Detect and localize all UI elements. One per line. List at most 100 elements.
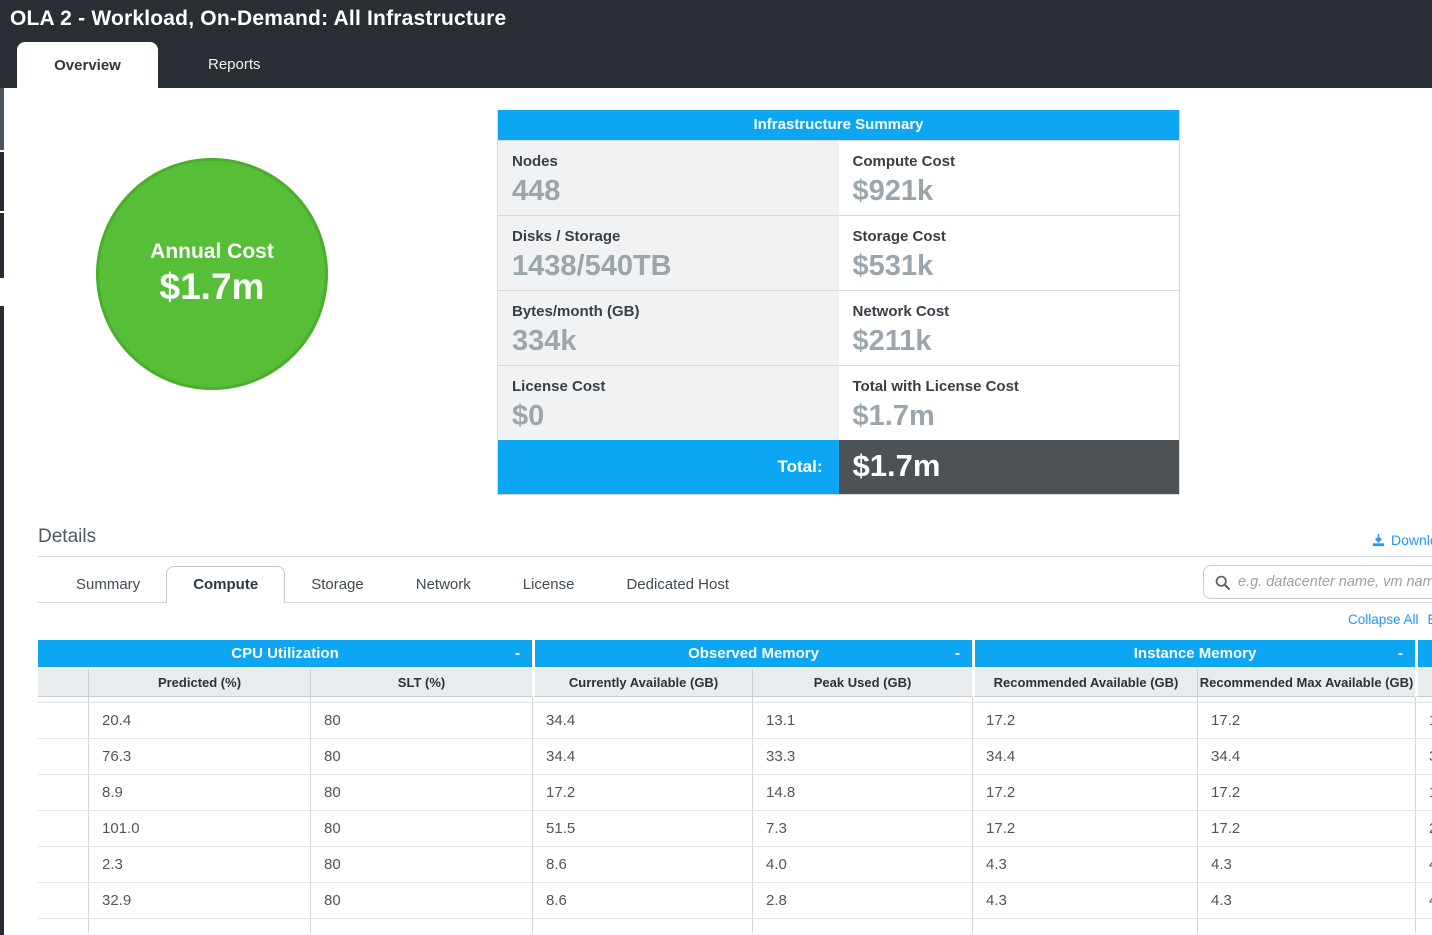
tab-reports[interactable]: Reports — [208, 56, 261, 73]
summary-label: Nodes — [512, 153, 558, 170]
cell-recommended-available: 17.2 — [972, 811, 1198, 847]
table-row: 76.3 80 34.4 33.3 34.4 34.4 3 — [38, 739, 1432, 775]
summary-row: License Cost $0 Total with License Cost … — [498, 365, 1179, 440]
summary-label: License Cost — [512, 378, 606, 395]
summary-value: $921k — [852, 175, 934, 207]
page-title: OLA 2 - Workload, On-Demand: All Infrast… — [10, 7, 507, 30]
summary-value: 1438/540TB — [512, 250, 672, 282]
cell-clipped: 1 — [1415, 775, 1432, 811]
cell-recommended-max: 34.4 — [1197, 739, 1416, 775]
cell-recommended-max: 17.2 — [1197, 775, 1416, 811]
collapse-group-button[interactable]: - — [1398, 645, 1404, 662]
row-index-cell — [38, 847, 88, 883]
summary-row: Nodes 448 Compute Cost $921k — [498, 140, 1179, 215]
cell-recommended-available: 4.3 — [972, 847, 1198, 883]
cell-peak-used: 7.3 — [752, 811, 973, 847]
collapse-all-link[interactable]: Collapse All — [1348, 612, 1419, 627]
main-tab-bar: Overview Reports — [0, 42, 1432, 88]
cell-recommended-max: 17.2 — [1197, 703, 1416, 739]
group-label: Observed Memory — [688, 645, 819, 662]
cell-clipped: 3 — [1415, 739, 1432, 775]
cell-currently-available: 34.4 — [532, 703, 753, 739]
group-label: CPU Utilization — [231, 645, 339, 662]
summary-row: Bytes/month (GB) 334k Network Cost $211k — [498, 290, 1179, 365]
summary-value: 448 — [512, 175, 561, 207]
summary-total-row: Total: $1.7m — [498, 440, 1179, 494]
summary-cell-bytes-month: Bytes/month (GB) 334k — [498, 291, 839, 365]
download-link[interactable]: Download — [1371, 530, 1432, 550]
table-row: 2.3 80 8.6 4.0 4.3 4.3 4 — [38, 847, 1432, 883]
cell-currently-available: 17.2 — [532, 775, 753, 811]
tab-network[interactable]: Network — [415, 576, 471, 593]
summary-value: 334k — [512, 325, 577, 357]
col-recommended-available: Recommended Available (GB) — [972, 669, 1198, 697]
cell-predicted: 101.0 — [88, 811, 310, 847]
infrastructure-summary-panel: Infrastructure Summary Nodes 448 Compute… — [497, 110, 1180, 495]
left-edge-strip — [0, 88, 4, 150]
cell-recommended-max: 17.2 — [1197, 811, 1416, 847]
summary-label: Storage Cost — [852, 228, 946, 245]
details-title: Details — [38, 526, 97, 547]
cell-peak-used: 2.8 — [752, 883, 973, 919]
search-input[interactable] — [1238, 574, 1432, 590]
cell-slt: 80 — [310, 847, 533, 883]
row-index-cell — [38, 703, 88, 739]
left-edge-strip — [0, 306, 4, 935]
divider — [38, 556, 1432, 557]
cell-predicted: 2.3 — [88, 847, 310, 883]
left-edge-strip — [0, 152, 4, 211]
summary-cell-disks-storage: Disks / Storage 1438/540TB — [498, 216, 839, 290]
cell-currently-available: 34.4 — [532, 739, 753, 775]
tab-compute[interactable]: Compute — [166, 566, 286, 603]
summary-cell-network-cost: Network Cost $211k — [839, 291, 1180, 365]
cell-peak-used: 13.1 — [752, 703, 973, 739]
tab-summary[interactable]: Summary — [76, 576, 141, 593]
summary-value: $0 — [512, 400, 545, 432]
cell-recommended-available: 17.2 — [972, 703, 1198, 739]
summary-value: $1.7m — [852, 400, 935, 432]
summary-cell-license-cost: License Cost $0 — [498, 366, 839, 440]
summary-cell-compute-cost: Compute Cost $921k — [839, 141, 1180, 215]
column-header-row: Predicted (%) SLT (%) Currently Availabl… — [38, 669, 1432, 697]
table-row-partial — [38, 919, 1432, 933]
col-currently-available: Currently Available (GB) — [532, 669, 753, 697]
infrastructure-summary-title: Infrastructure Summary — [498, 110, 1179, 140]
download-icon — [1372, 533, 1385, 546]
tab-storage[interactable]: Storage — [311, 576, 364, 593]
cell-clipped: 4 — [1415, 883, 1432, 919]
summary-label: Total with License Cost — [852, 378, 1019, 395]
compute-details-table: CPU Utilization - Observed Memory - Inst… — [38, 640, 1432, 935]
col-peak-used: Peak Used (GB) — [752, 669, 973, 697]
cell-currently-available: 51.5 — [532, 811, 753, 847]
row-index-cell — [38, 883, 88, 919]
col-slt: SLT (%) — [310, 669, 533, 697]
summary-row: Disks / Storage 1438/540TB Storage Cost … — [498, 215, 1179, 290]
cell-recommended-max: 4.3 — [1197, 883, 1416, 919]
group-label: Instance Memory — [1133, 645, 1257, 662]
tab-license[interactable]: License — [522, 576, 575, 593]
collapse-group-button[interactable]: - — [515, 645, 521, 662]
search-box — [1203, 565, 1432, 599]
tab-overview[interactable]: Overview — [17, 42, 158, 88]
cell-currently-available: 8.6 — [532, 883, 753, 919]
download-label: Download — [1391, 532, 1432, 548]
details-tab-bar: Summary Compute Storage Network License … — [50, 566, 755, 603]
col-recommended-max-available: Recommended Max Available (GB) — [1197, 669, 1416, 697]
search-icon — [1215, 575, 1230, 590]
cell-predicted: 20.4 — [88, 703, 310, 739]
group-instance-memory: Instance Memory - — [972, 640, 1416, 669]
table-row: 101.0 80 51.5 7.3 17.2 17.2 2 — [38, 811, 1432, 847]
summary-total-label: Total: — [498, 440, 839, 494]
cell-recommended-available: 17.2 — [972, 775, 1198, 811]
expand-all-link[interactable]: Expand All — [1428, 612, 1432, 627]
cell-recommended-available: 34.4 — [972, 739, 1198, 775]
collapse-group-button[interactable]: - — [955, 645, 961, 662]
summary-label: Compute Cost — [852, 153, 956, 170]
col-clipped — [1415, 669, 1432, 697]
cell-clipped: 4 — [1415, 847, 1432, 883]
tab-dedicated-host[interactable]: Dedicated Host — [626, 576, 730, 593]
annual-cost-label: Annual Cost — [150, 240, 274, 263]
cell-clipped: 2 — [1415, 811, 1432, 847]
group-header-row: CPU Utilization - Observed Memory - Inst… — [38, 640, 1432, 669]
annual-cost-badge: Annual Cost $1.7m — [96, 158, 328, 390]
